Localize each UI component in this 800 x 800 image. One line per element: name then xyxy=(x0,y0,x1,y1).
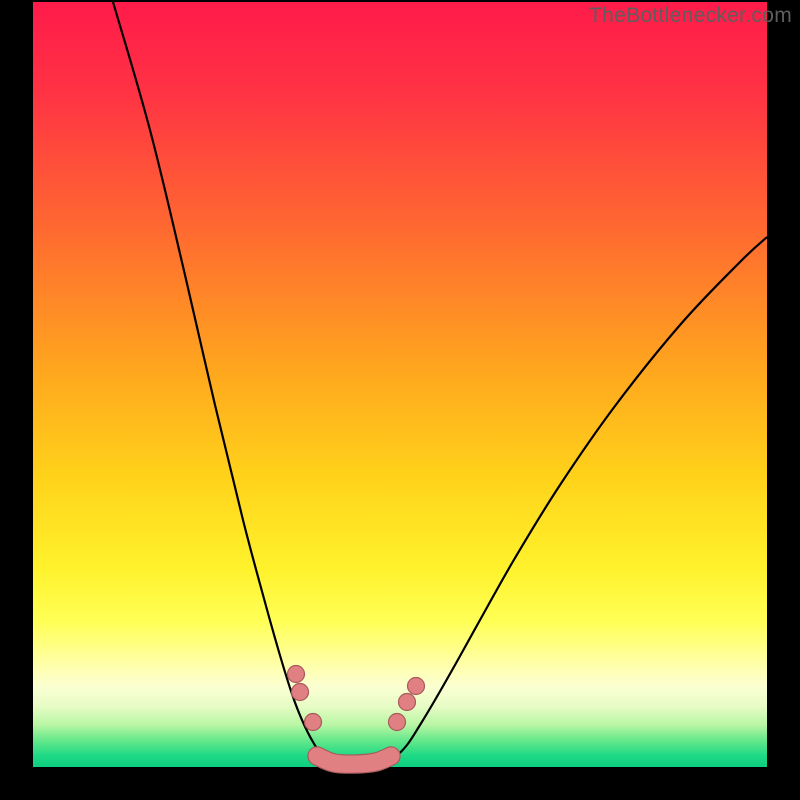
marker-dot xyxy=(288,666,305,683)
marker-dot xyxy=(389,714,406,731)
marker-dot xyxy=(305,714,322,731)
marker-dot xyxy=(399,694,416,711)
chart-stage: TheBottlenecker.com xyxy=(0,0,800,800)
marker-dot xyxy=(292,684,309,701)
watermark-text: TheBottlenecker.com xyxy=(589,4,792,28)
plot-background xyxy=(33,2,767,767)
marker-dot xyxy=(408,678,425,695)
chart-svg xyxy=(0,0,800,800)
